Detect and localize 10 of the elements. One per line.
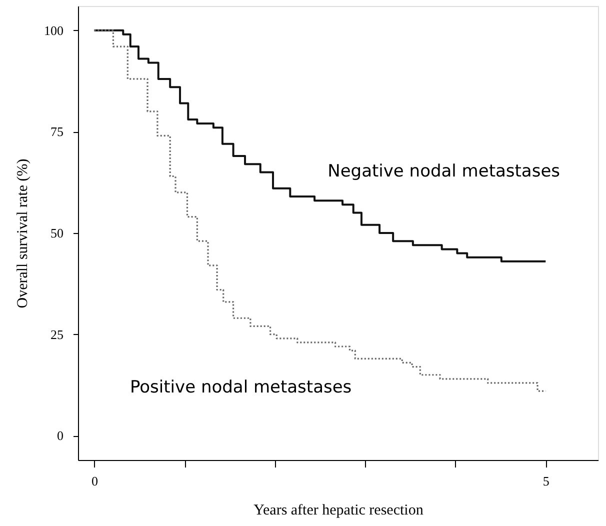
y-tick-label: 25 <box>50 326 64 342</box>
x-axis-title: Years after hepatic resection <box>254 502 424 518</box>
x-tick-label: 5 <box>542 474 550 488</box>
y-tick-label: 0 <box>57 428 64 444</box>
series-label: Positive nodal metastases <box>130 377 352 398</box>
y-tick-label: 50 <box>50 226 64 240</box>
y-axis-title: Overall survival rate (%) <box>15 158 31 308</box>
series-label: Negative nodal metastases <box>328 162 560 182</box>
y-tick-label: 75 <box>50 124 64 140</box>
y-tick-label: 100 <box>44 22 64 38</box>
